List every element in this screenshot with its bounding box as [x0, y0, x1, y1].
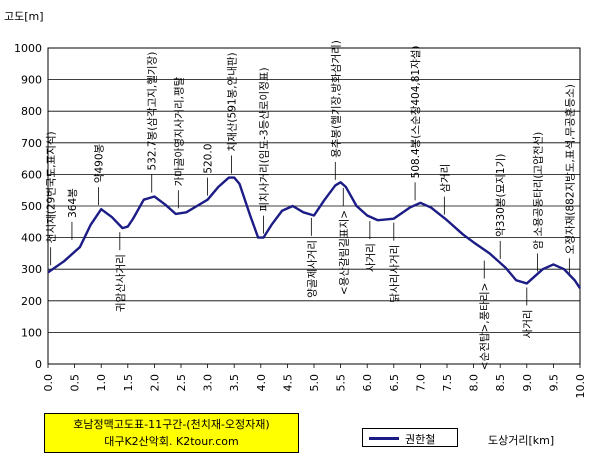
y-tick-label: 500 [21, 200, 42, 213]
annotation-label: 귀암산사거리 [115, 254, 127, 312]
legend-line-swatch [369, 437, 399, 440]
y-tick-label: 700 [21, 137, 42, 150]
x-tick-label: 0.5 [69, 374, 82, 392]
x-tick-label: 4.5 [281, 374, 294, 392]
legend-series-label: 권한철 [405, 433, 436, 446]
x-tick-label: 1.0 [95, 374, 108, 392]
x-tick-label: 10.0 [574, 374, 587, 399]
chart-title-line-1: 호남정맥고도표-11구간-(천치재-오정자재) [73, 418, 270, 431]
annotation-label: 532.7봉(삼각고지,헬기장) [147, 52, 159, 171]
x-tick-label: 9.5 [547, 374, 560, 392]
annotation-label: <순전탑>,풍타리> [479, 283, 491, 371]
x-tick-label: 8.5 [494, 374, 507, 392]
y-tick-label: 300 [21, 263, 42, 276]
annotation-label: 암 소용공동타리(고압전선) [531, 132, 544, 250]
annotation-label: 가마골아영지사거리,평탈 [172, 76, 185, 186]
y-tick-label: 800 [21, 105, 42, 118]
y-tick-label: 100 [21, 326, 42, 339]
y-tick-label: 400 [21, 232, 42, 245]
annotation-label: 508.4봉(스순창404,81쟈설) [410, 45, 422, 178]
x-tick-label: 9.0 [521, 374, 534, 392]
annotation-label: 364봉 [67, 188, 79, 218]
y-tick-label: 0 [35, 358, 42, 371]
annotation-label: 520.0 [203, 144, 215, 174]
annotation-label: 치재산(591봉,안내판) [227, 52, 239, 151]
annotation-label: 천치재(29번국도,표지석) [46, 131, 58, 243]
x-tick-label: 5.5 [335, 374, 348, 392]
x-tick-label: 4.0 [255, 374, 268, 392]
y-tick-label: 1000 [14, 42, 42, 55]
annotation-label: 양골제사거리 [306, 240, 318, 298]
x-tick-label: 6.5 [388, 374, 401, 392]
y-tick-label: 200 [21, 295, 42, 308]
x-tick-label: 8.0 [468, 374, 481, 392]
y-tick-label: 600 [21, 168, 42, 181]
x-tick-label: 5.0 [308, 374, 321, 392]
annotation-label: 삼거리 [439, 164, 451, 193]
x-axis-label: 도상거리[km] [488, 434, 555, 447]
series-line [47, 176, 581, 289]
x-tick-label: 7.5 [441, 374, 454, 392]
x-tick-label: 3.5 [228, 374, 241, 392]
annotation-label: 사거리 [522, 309, 534, 338]
annotation-label: 피치사거리(임도-3등산로이정표) [257, 67, 270, 211]
y-tick-label: 900 [21, 74, 42, 87]
x-tick-label: 6.0 [361, 374, 374, 392]
annotation-label: <용산갈림길표지> [337, 210, 350, 295]
x-tick-label: 1.5 [122, 374, 135, 392]
x-tick-label: 2.0 [148, 374, 161, 392]
x-tick-label: 2.5 [175, 374, 188, 392]
annotation-label: 약330봉(묘지1기) [495, 154, 507, 237]
annotation-label: 사거리 [365, 243, 377, 272]
y-axis-label: 고도[m] [4, 10, 44, 23]
annotation-label: 오정자재(882지방도,표석,무공훈등소) [563, 84, 576, 254]
x-tick-label: 0.0 [42, 374, 55, 392]
annotation-label: 용추봉(헬기장,방화삼거리) [330, 40, 342, 158]
legend: 권한철 [362, 428, 458, 447]
chart-title-box: 호남정맥고도표-11구간-(천치재-오정자재) 대구K2산악회. K2tour.… [44, 413, 299, 453]
annotation-label: 약490봉 [94, 143, 106, 183]
chart-title-line-2: 대구K2산악회. K2tour.com [104, 435, 239, 448]
x-tick-label: 3.0 [202, 374, 215, 392]
x-tick-label: 7.0 [414, 374, 427, 392]
annotation-label: 닭사리사거리 [389, 245, 401, 303]
